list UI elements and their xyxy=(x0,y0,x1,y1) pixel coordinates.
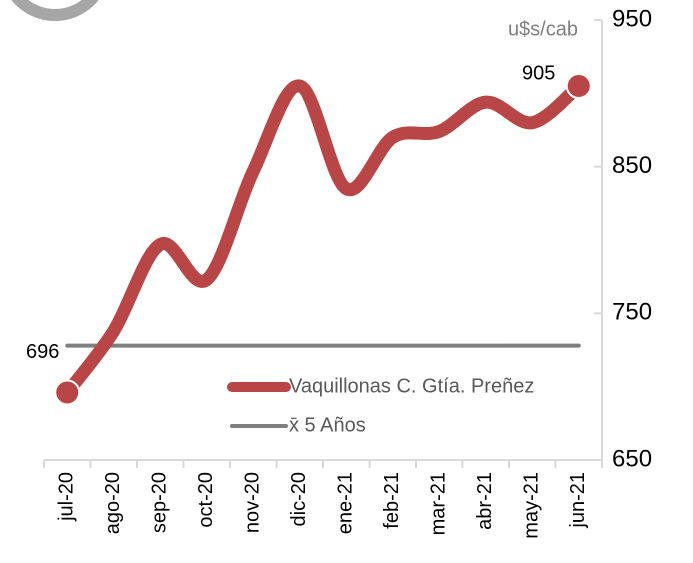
x-tick-label: mar-21 xyxy=(428,472,450,535)
decor-circle xyxy=(11,0,99,21)
x-tick-label: sep-20 xyxy=(149,472,171,533)
end-point xyxy=(565,73,592,99)
y-tick-label: 750 xyxy=(612,299,652,326)
end-point xyxy=(54,379,81,406)
y-tick-label: 850 xyxy=(612,152,652,179)
x-tick-label: jun-21 xyxy=(567,472,589,529)
y-tick-label: 950 xyxy=(612,5,652,32)
x-tick-label: abr-21 xyxy=(474,472,496,530)
axis-unit: u$s/cab xyxy=(508,18,578,40)
x-tick-label: nov-20 xyxy=(242,472,264,533)
data-label: 696 xyxy=(26,341,59,363)
x-tick-label: ago-20 xyxy=(102,472,124,534)
y-tick-label: 650 xyxy=(612,445,652,472)
x-tick-label: ene-21 xyxy=(335,472,357,534)
x-tick-label: feb-21 xyxy=(381,472,403,529)
x-tick-label: jul-20 xyxy=(56,472,78,522)
data-label: 905 xyxy=(522,62,555,84)
legend-label: Vaquillonas C. Gtía. Preñez xyxy=(289,375,534,397)
x-tick-label: oct-20 xyxy=(195,472,217,528)
series-line xyxy=(60,79,586,400)
x-tick-label: dic-20 xyxy=(288,472,310,526)
x-tick-label: may-21 xyxy=(521,472,543,539)
legend-label: x̄ 5 Años xyxy=(289,414,366,436)
